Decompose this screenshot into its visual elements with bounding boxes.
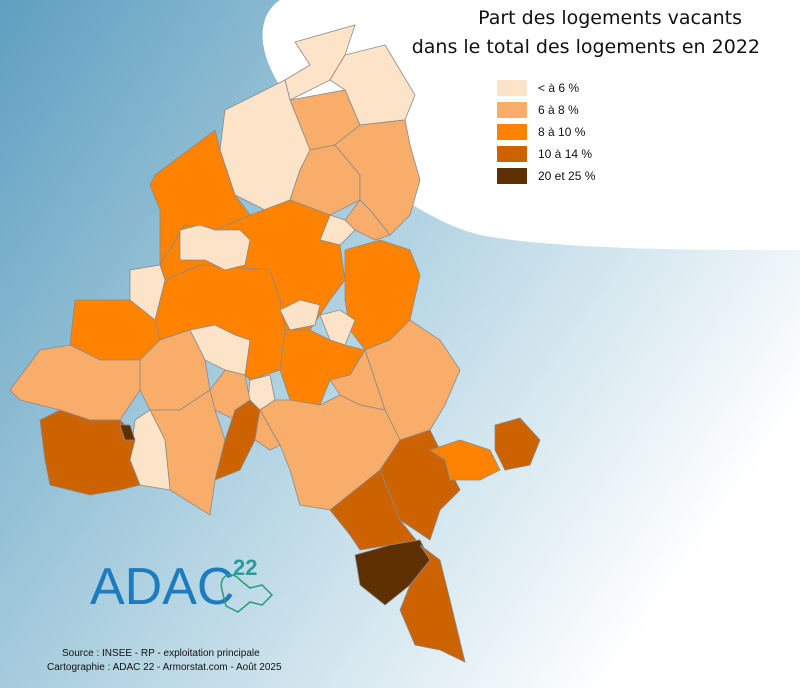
commune [494, 417, 541, 471]
commune [179, 224, 251, 271]
commune [189, 324, 251, 376]
commune [284, 24, 356, 101]
logo-number: 22 [233, 555, 257, 580]
legend-swatch [497, 80, 527, 96]
commune [254, 408, 281, 451]
communes [9, 24, 541, 663]
commune [379, 429, 461, 541]
commune [214, 399, 261, 481]
title-line: Part des logements vacants [478, 7, 742, 29]
legend-label: 6 à 8 % [538, 103, 579, 117]
commune [429, 439, 501, 481]
title-line: dans le total des logements en 2022 [412, 36, 760, 58]
commune [129, 264, 166, 321]
legend-swatch [497, 146, 527, 162]
legend-label: 8 à 10 % [538, 125, 586, 139]
legend-label: < à 6 % [538, 81, 579, 95]
commune [399, 544, 466, 663]
source-line: Source : INSEE - RP - exploitation princ… [62, 648, 260, 659]
legend: < à 6 % 6 à 8 % 8 à 10 % 10 à 14 % 20 et 25 … [497, 80, 596, 184]
legend-swatch [497, 102, 527, 118]
sources: Source : INSEE - RP - exploitation princ… [47, 648, 282, 673]
legend-swatch [497, 168, 527, 184]
commune [319, 309, 356, 346]
source-line: Cartographie : ADAC 22 - Armorstat.com -… [47, 662, 282, 673]
logo-name: ADAC [90, 558, 234, 616]
legend-label: 10 à 14 % [538, 147, 592, 161]
title: Part des logements vacants dans le total… [412, 7, 760, 58]
logo-shape [220, 574, 274, 613]
commune [39, 409, 141, 496]
legend-swatch [497, 124, 527, 140]
commune [334, 119, 421, 236]
commune [119, 424, 136, 441]
commune [279, 299, 321, 331]
legend-label: 20 et 25 % [538, 169, 596, 183]
